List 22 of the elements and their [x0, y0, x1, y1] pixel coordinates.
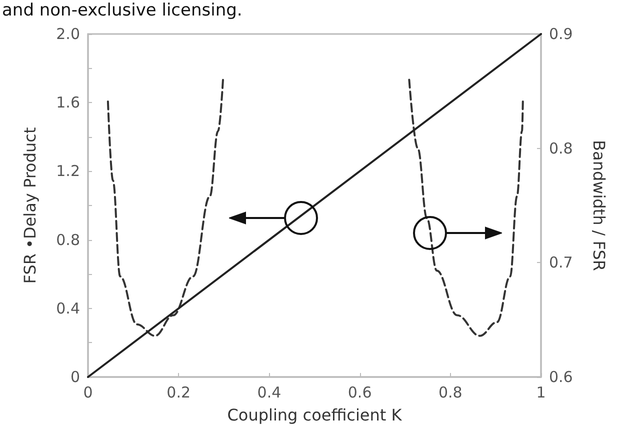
- text: and non-exclusive licensing.: [2, 0, 242, 20]
- line-series: [408, 78, 524, 337]
- y2-tick-label: 0.9: [549, 25, 573, 43]
- y-tick-label: 1.6: [56, 94, 80, 112]
- y2-tick-label: 0.6: [549, 368, 573, 386]
- x-tick-label: 0.8: [438, 384, 462, 402]
- x-tick-label: 0: [83, 384, 93, 402]
- line-series: [106, 78, 224, 337]
- y-tick-label: 0.4: [56, 299, 80, 318]
- x-tick-label: 1: [536, 384, 546, 402]
- y-tick-label: 0: [70, 368, 80, 386]
- y-tick-label: 2.0: [56, 25, 80, 43]
- y-axis-title: FSR •Delay Product: [20, 127, 40, 284]
- y2-axis-title: Bandwidth / FSR: [590, 140, 608, 271]
- x-tick-label: 0.4: [257, 384, 282, 402]
- y-tick-label: 1.2: [56, 162, 80, 180]
- x-axis-title: Coupling coefficient K: [227, 406, 402, 424]
- x-tick-label: 0.2: [166, 384, 191, 402]
- y2-tick-label: 0.7: [549, 254, 573, 272]
- y2-tick-label: 0.8: [549, 139, 573, 158]
- y-tick-label: 0.8: [56, 230, 80, 249]
- x-tick-label: 0.6: [348, 384, 372, 402]
